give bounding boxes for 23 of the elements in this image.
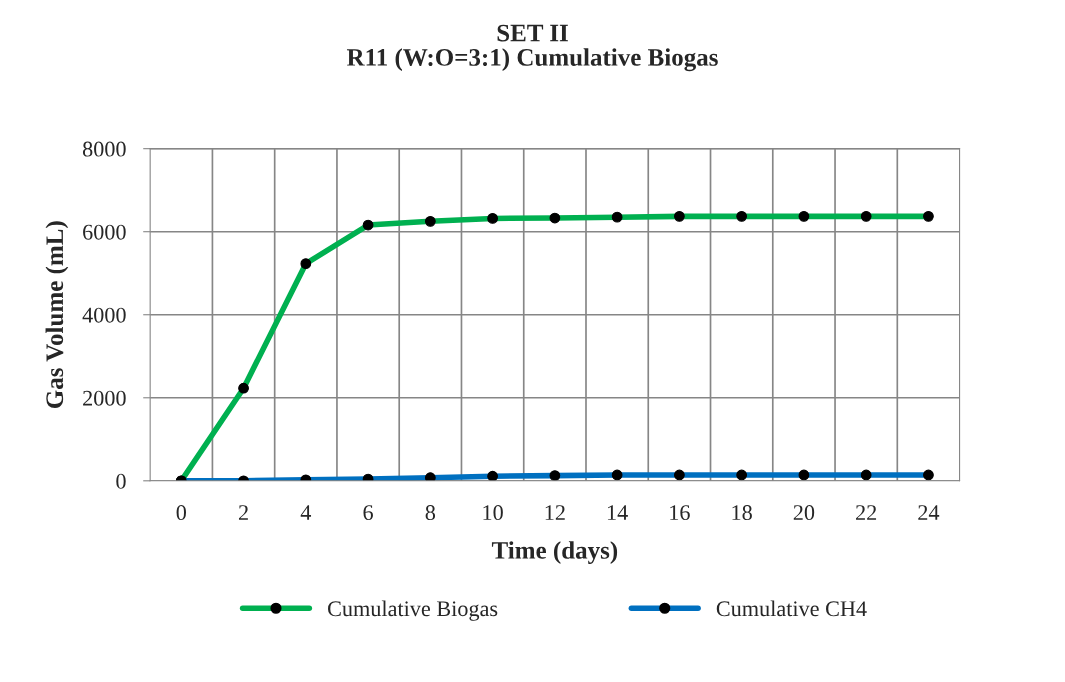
x-tick-label: 4 — [300, 505, 312, 520]
x-tick-label: 10 — [483, 505, 503, 521]
y-tick-label: 0 — [116, 473, 126, 489]
legend-label: Cumulative Biogas — [328, 600, 498, 621]
x-tick-label: 22 — [856, 505, 877, 520]
chart-title: SET II R11 (W:O=3:1) Cumulative Biogas — [346, 24, 718, 72]
x-tick-label: 12 — [545, 505, 565, 520]
x-tick-label: 8 — [425, 505, 436, 521]
x-tick-label: 24 — [918, 505, 940, 520]
legend-label: Cumulative CH4 — [716, 600, 867, 617]
x-tick-label: 0 — [176, 505, 186, 521]
x-tick-label: 18 — [732, 505, 752, 521]
y-axis-title: Gas Volume (mL) — [45, 221, 69, 408]
x-tick-label: 2 — [238, 505, 248, 520]
y-tick-label: 6000 — [83, 224, 126, 240]
x-tick-label: 20 — [793, 505, 815, 521]
x-axis-title: Time (days) — [491, 541, 618, 564]
y-tick-label: 2000 — [83, 390, 126, 406]
x-tick-label: 6 — [363, 505, 373, 521]
y-tick-label: 8000 — [82, 141, 126, 157]
x-tick-label: 16 — [670, 505, 690, 521]
y-tick-label: 4000 — [82, 307, 126, 323]
x-tick-label: 14 — [607, 505, 628, 520]
